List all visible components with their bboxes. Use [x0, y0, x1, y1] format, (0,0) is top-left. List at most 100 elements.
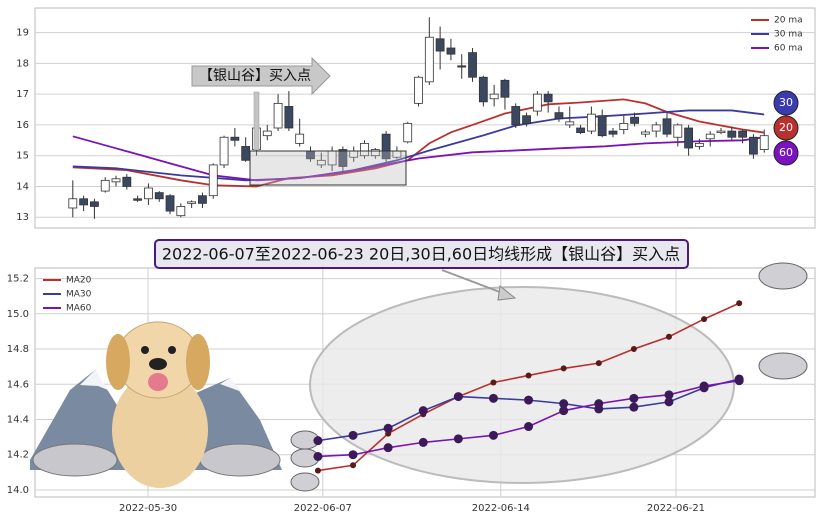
candle-body: [532, 93, 542, 112]
candle-body: [662, 118, 672, 135]
top-grid-layer: 13 14 15 16 17 18 19: [16, 7, 816, 229]
point: [348, 430, 358, 440]
candle-body: [749, 136, 758, 155]
legend-label: MA30: [66, 290, 92, 300]
candle-body: [154, 192, 164, 200]
pointer-line: [441, 269, 506, 295]
point: [665, 333, 672, 340]
candle-body: [414, 76, 423, 104]
candle-body: [295, 133, 305, 144]
candle-body: [100, 179, 110, 192]
candle-body: [716, 130, 726, 134]
point: [418, 437, 428, 447]
point: [383, 423, 393, 433]
candle-body: [586, 113, 596, 132]
pointer-bar: [253, 91, 260, 151]
candle-body: [316, 159, 326, 166]
ingot: [290, 472, 320, 492]
point: [313, 436, 323, 446]
candle-body: [630, 116, 639, 124]
dog-body: [112, 372, 208, 488]
y-tick-label: 15: [16, 151, 29, 162]
candle-body: [403, 122, 413, 143]
candle-body: [597, 115, 607, 137]
ingot: [758, 262, 808, 290]
candle-body: [759, 135, 769, 150]
point: [594, 399, 604, 409]
candle-body: [370, 149, 380, 157]
candle-body: [576, 127, 585, 134]
point: [350, 462, 357, 469]
y-tick-label: 14: [16, 181, 29, 192]
overlay-layer: 20 ma 30 ma 60 ma 30 20 60 MA20 MA30 MA60: [43, 16, 803, 314]
y-tick-label: 15.2: [7, 274, 29, 285]
point: [313, 451, 323, 461]
candle-body: [90, 201, 99, 207]
badge: [773, 90, 799, 116]
x-tick-label: 2022-06-14: [472, 503, 530, 514]
title-banner: 2022-06-07至2022-06-23 20日,30日,60日均线形成【银山…: [154, 239, 689, 269]
candle-body: [684, 127, 694, 149]
candle-body: [651, 124, 661, 132]
candle-body: [424, 36, 434, 83]
candle-body: [198, 195, 207, 204]
badge-label: 30: [779, 96, 793, 109]
top-annotation: 【银山谷】买入点: [191, 56, 407, 186]
candle-body: [705, 133, 715, 140]
candle-body: [478, 76, 488, 103]
dog-tongue: [148, 373, 168, 391]
ingot: [32, 443, 118, 477]
x-tick-label: 2022-06-07: [294, 503, 352, 514]
candle-body: [554, 112, 564, 120]
point: [490, 379, 497, 386]
candle-body: [522, 115, 531, 124]
point: [314, 467, 321, 474]
point: [560, 365, 567, 372]
point: [453, 392, 463, 402]
annotation-arrow: [191, 56, 331, 96]
legend-label: 60 ma: [774, 44, 803, 54]
candle-body: [673, 124, 683, 138]
dog-eye: [168, 346, 176, 354]
bottom-data-layer: [313, 300, 744, 474]
candle-body: [338, 149, 348, 167]
candle-body: [435, 38, 445, 52]
candle-body: [133, 198, 143, 201]
candle-body: [122, 176, 132, 187]
decorations: [30, 262, 808, 492]
candle-body: [640, 131, 650, 135]
point: [418, 406, 428, 416]
candle-body: [176, 206, 186, 217]
y-tick-label: 14.6: [7, 379, 29, 390]
point: [736, 300, 743, 307]
point: [664, 397, 674, 407]
candle-body: [284, 106, 294, 129]
ingot: [199, 443, 281, 477]
snow-caps: [80, 370, 242, 392]
point: [664, 390, 674, 400]
candle-body: [511, 106, 521, 126]
point: [488, 430, 498, 440]
candle-body: [165, 195, 175, 212]
point: [383, 443, 393, 453]
dog-ear: [106, 334, 130, 390]
ingot: [758, 352, 808, 380]
dog-eye: [141, 346, 149, 354]
candle-body: [608, 130, 618, 135]
candle-body: [360, 142, 369, 157]
highlight-box: [249, 150, 407, 186]
y-tick-label: 14.0: [7, 485, 29, 496]
candle-body: [273, 102, 283, 129]
chart-title: 2022-06-07至2022-06-23 20日,30日,60日均线形成【银山…: [162, 245, 680, 264]
candle-body: [241, 146, 251, 161]
candle-body: [500, 79, 510, 98]
badge-label: 20: [779, 121, 793, 134]
candle-body: [457, 65, 467, 68]
y-tick-label: 14.4: [7, 414, 29, 425]
legend-label: 20 ma: [774, 16, 803, 26]
candle-body: [262, 130, 272, 137]
y-tick-label: 19: [16, 28, 29, 39]
candle-body: [446, 47, 456, 55]
top-data-layer: [68, 17, 769, 219]
y-tick-label: 15.0: [7, 309, 29, 320]
